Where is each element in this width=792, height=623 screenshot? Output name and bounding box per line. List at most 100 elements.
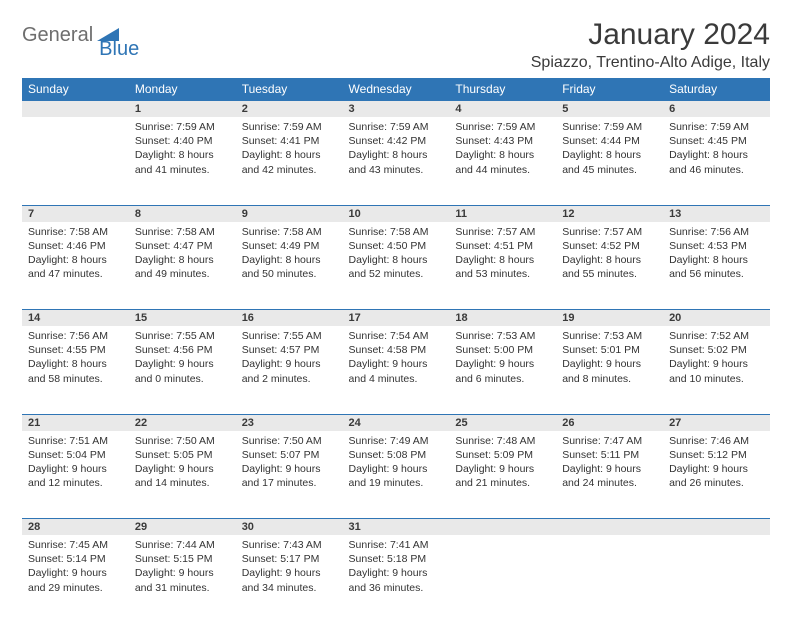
day-cell: Sunrise: 7:46 AMSunset: 5:12 PMDaylight:… [663, 431, 770, 519]
daylight-line: Daylight: 8 hours and 46 minutes. [669, 148, 764, 176]
sunrise-line: Sunrise: 7:59 AM [455, 120, 550, 134]
day-info: Sunrise: 7:59 AMSunset: 4:43 PMDaylight:… [449, 117, 556, 185]
weekday-header: Wednesday [343, 78, 450, 101]
day-number: 20 [663, 310, 770, 327]
day-info: Sunrise: 7:57 AMSunset: 4:52 PMDaylight:… [556, 222, 663, 290]
day-cell: Sunrise: 7:58 AMSunset: 4:47 PMDaylight:… [129, 222, 236, 310]
day-info: Sunrise: 7:58 AMSunset: 4:47 PMDaylight:… [129, 222, 236, 290]
day-info: Sunrise: 7:55 AMSunset: 4:57 PMDaylight:… [236, 326, 343, 394]
day-info: Sunrise: 7:58 AMSunset: 4:49 PMDaylight:… [236, 222, 343, 290]
daylight-line: Daylight: 9 hours and 21 minutes. [455, 462, 550, 490]
day-cell: Sunrise: 7:59 AMSunset: 4:45 PMDaylight:… [663, 117, 770, 205]
sunset-line: Sunset: 5:15 PM [135, 552, 230, 566]
day-cell: Sunrise: 7:58 AMSunset: 4:46 PMDaylight:… [22, 222, 129, 310]
day-number: 3 [343, 101, 450, 118]
sunrise-line: Sunrise: 7:46 AM [669, 434, 764, 448]
day-info: Sunrise: 7:59 AMSunset: 4:41 PMDaylight:… [236, 117, 343, 185]
day-info: Sunrise: 7:59 AMSunset: 4:45 PMDaylight:… [663, 117, 770, 185]
sunset-line: Sunset: 5:02 PM [669, 343, 764, 357]
day-number-row: 123456 [22, 101, 770, 118]
day-number: 1 [129, 101, 236, 118]
sunrise-line: Sunrise: 7:54 AM [349, 329, 444, 343]
day-number: 18 [449, 310, 556, 327]
daylight-line: Daylight: 8 hours and 55 minutes. [562, 253, 657, 281]
daylight-line: Daylight: 8 hours and 56 minutes. [669, 253, 764, 281]
day-info: Sunrise: 7:45 AMSunset: 5:14 PMDaylight:… [22, 535, 129, 603]
day-number-row: 14151617181920 [22, 310, 770, 327]
day-info: Sunrise: 7:56 AMSunset: 4:55 PMDaylight:… [22, 326, 129, 394]
sunset-line: Sunset: 5:12 PM [669, 448, 764, 462]
day-cell: Sunrise: 7:56 AMSunset: 4:53 PMDaylight:… [663, 222, 770, 310]
daylight-line: Daylight: 9 hours and 26 minutes. [669, 462, 764, 490]
sunset-line: Sunset: 4:57 PM [242, 343, 337, 357]
day-cell: Sunrise: 7:58 AMSunset: 4:50 PMDaylight:… [343, 222, 450, 310]
sunrise-line: Sunrise: 7:55 AM [135, 329, 230, 343]
weekday-header: Monday [129, 78, 236, 101]
sunset-line: Sunset: 5:14 PM [28, 552, 123, 566]
sunrise-line: Sunrise: 7:53 AM [562, 329, 657, 343]
day-cell [449, 535, 556, 623]
weekday-header: Tuesday [236, 78, 343, 101]
daylight-line: Daylight: 8 hours and 45 minutes. [562, 148, 657, 176]
sunset-line: Sunset: 5:09 PM [455, 448, 550, 462]
day-cell: Sunrise: 7:49 AMSunset: 5:08 PMDaylight:… [343, 431, 450, 519]
sunset-line: Sunset: 4:41 PM [242, 134, 337, 148]
title-block: January 2024 Spiazzo, Trentino-Alto Adig… [531, 18, 770, 72]
day-number-row: 21222324252627 [22, 414, 770, 431]
sunset-line: Sunset: 4:53 PM [669, 239, 764, 253]
sunrise-line: Sunrise: 7:49 AM [349, 434, 444, 448]
day-info: Sunrise: 7:58 AMSunset: 4:46 PMDaylight:… [22, 222, 129, 290]
day-cell: Sunrise: 7:45 AMSunset: 5:14 PMDaylight:… [22, 535, 129, 623]
day-info: Sunrise: 7:41 AMSunset: 5:18 PMDaylight:… [343, 535, 450, 603]
sunset-line: Sunset: 4:47 PM [135, 239, 230, 253]
daylight-line: Daylight: 8 hours and 43 minutes. [349, 148, 444, 176]
day-number: 2 [236, 101, 343, 118]
daylight-line: Daylight: 9 hours and 0 minutes. [135, 357, 230, 385]
day-info: Sunrise: 7:55 AMSunset: 4:56 PMDaylight:… [129, 326, 236, 394]
sunset-line: Sunset: 5:08 PM [349, 448, 444, 462]
daylight-line: Daylight: 9 hours and 12 minutes. [28, 462, 123, 490]
sunset-line: Sunset: 4:46 PM [28, 239, 123, 253]
day-cell: Sunrise: 7:57 AMSunset: 4:51 PMDaylight:… [449, 222, 556, 310]
day-number: 16 [236, 310, 343, 327]
day-info: Sunrise: 7:57 AMSunset: 4:51 PMDaylight:… [449, 222, 556, 290]
day-number: 4 [449, 101, 556, 118]
sunset-line: Sunset: 4:45 PM [669, 134, 764, 148]
sunrise-line: Sunrise: 7:44 AM [135, 538, 230, 552]
sunset-line: Sunset: 5:18 PM [349, 552, 444, 566]
day-number [449, 519, 556, 536]
daylight-line: Daylight: 9 hours and 29 minutes. [28, 566, 123, 594]
day-cell [556, 535, 663, 623]
logo-text-general: General [22, 24, 93, 47]
day-cell: Sunrise: 7:57 AMSunset: 4:52 PMDaylight:… [556, 222, 663, 310]
daylight-line: Daylight: 9 hours and 24 minutes. [562, 462, 657, 490]
day-info: Sunrise: 7:56 AMSunset: 4:53 PMDaylight:… [663, 222, 770, 290]
day-number: 25 [449, 414, 556, 431]
day-number: 8 [129, 205, 236, 222]
day-info: Sunrise: 7:53 AMSunset: 5:01 PMDaylight:… [556, 326, 663, 394]
weekday-header: Friday [556, 78, 663, 101]
sunset-line: Sunset: 5:05 PM [135, 448, 230, 462]
day-number: 10 [343, 205, 450, 222]
week-row: Sunrise: 7:45 AMSunset: 5:14 PMDaylight:… [22, 535, 770, 623]
sunrise-line: Sunrise: 7:47 AM [562, 434, 657, 448]
daylight-line: Daylight: 8 hours and 42 minutes. [242, 148, 337, 176]
day-cell: Sunrise: 7:44 AMSunset: 5:15 PMDaylight:… [129, 535, 236, 623]
weekday-header: Sunday [22, 78, 129, 101]
day-number: 29 [129, 519, 236, 536]
sunrise-line: Sunrise: 7:43 AM [242, 538, 337, 552]
week-row: Sunrise: 7:59 AMSunset: 4:40 PMDaylight:… [22, 117, 770, 205]
sunrise-line: Sunrise: 7:53 AM [455, 329, 550, 343]
sunrise-line: Sunrise: 7:48 AM [455, 434, 550, 448]
day-number: 21 [22, 414, 129, 431]
sunrise-line: Sunrise: 7:50 AM [135, 434, 230, 448]
weekday-header-row: SundayMondayTuesdayWednesdayThursdayFrid… [22, 78, 770, 101]
sunrise-line: Sunrise: 7:59 AM [669, 120, 764, 134]
sunset-line: Sunset: 4:51 PM [455, 239, 550, 253]
day-info: Sunrise: 7:48 AMSunset: 5:09 PMDaylight:… [449, 431, 556, 499]
sunset-line: Sunset: 4:44 PM [562, 134, 657, 148]
day-info: Sunrise: 7:43 AMSunset: 5:17 PMDaylight:… [236, 535, 343, 603]
sunset-line: Sunset: 5:01 PM [562, 343, 657, 357]
sunset-line: Sunset: 4:58 PM [349, 343, 444, 357]
daylight-line: Daylight: 8 hours and 41 minutes. [135, 148, 230, 176]
